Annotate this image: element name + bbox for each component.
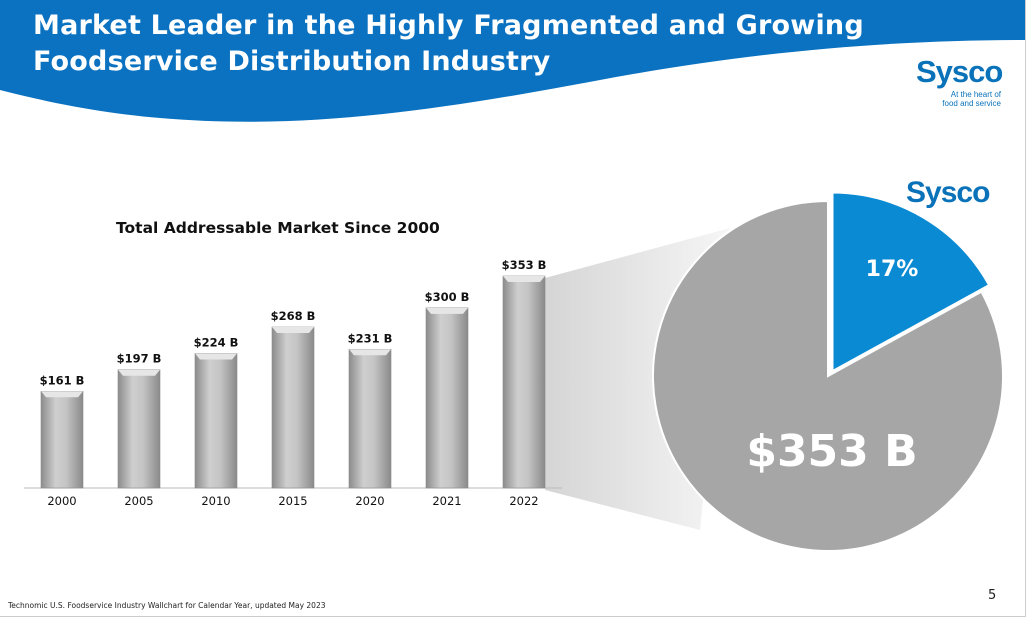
slide-title-line2: Foodservice Distribution Industry bbox=[33, 46, 551, 77]
bar-bevel bbox=[503, 276, 545, 282]
x-tick-label: 2000 bbox=[47, 494, 76, 508]
bar-data-label: $161 B bbox=[40, 373, 85, 387]
bar-bevel bbox=[272, 327, 314, 334]
bar-bevel bbox=[195, 353, 237, 360]
bar-2021 bbox=[425, 307, 469, 489]
x-tick-label: 2010 bbox=[201, 494, 230, 508]
bar-data-label: $197 B bbox=[117, 352, 162, 366]
x-tick-label: 2015 bbox=[278, 494, 307, 508]
pie-sysco-logo: Sysco bbox=[906, 176, 990, 209]
bar-data-label: $224 B bbox=[194, 335, 239, 349]
bar-2015 bbox=[271, 326, 315, 489]
x-tick-label: 2020 bbox=[355, 494, 384, 508]
page-number: 5 bbox=[988, 588, 997, 603]
pie-center-label: $353 B bbox=[746, 426, 917, 477]
slide-title-line1: Market Leader in the Highly Fragmented a… bbox=[33, 10, 864, 41]
pie-slice-sysco bbox=[830, 190, 992, 375]
pie-slice-other bbox=[652, 199, 1004, 552]
bar-2020 bbox=[348, 348, 392, 489]
x-tick-label: 2005 bbox=[124, 494, 153, 508]
source-footnote: Technomic U.S. Foodservice Industry Wall… bbox=[8, 601, 326, 610]
bar-2000 bbox=[40, 391, 84, 489]
chart-title: Total Addressable Market Since 2000 bbox=[116, 219, 440, 237]
pie-slice-label: 17% bbox=[866, 257, 919, 282]
tagline-line2: food and service bbox=[942, 99, 1001, 108]
x-tick-label: 2021 bbox=[432, 494, 461, 508]
bar-2010 bbox=[194, 353, 238, 489]
bar-data-label: $268 B bbox=[271, 309, 316, 323]
bar-2005 bbox=[117, 369, 161, 489]
bar-data-label: $353 B bbox=[502, 258, 547, 272]
sysco-logo: Sysco bbox=[916, 54, 1003, 89]
bar-data-label: $300 B bbox=[425, 290, 470, 304]
x-tick-label: 2022 bbox=[509, 494, 538, 508]
bar-bevel bbox=[118, 369, 160, 376]
bar-data-label: $231 B bbox=[348, 331, 393, 345]
bar-bevel bbox=[41, 391, 83, 398]
bar-bevel bbox=[426, 307, 468, 314]
bar-2022 bbox=[502, 275, 546, 489]
bar-bevel bbox=[349, 349, 391, 356]
tagline-line1: At the heart of bbox=[950, 90, 1001, 99]
sysco-tagline: At the heart of food and service bbox=[937, 90, 1001, 108]
header-banner bbox=[0, 0, 1025, 122]
